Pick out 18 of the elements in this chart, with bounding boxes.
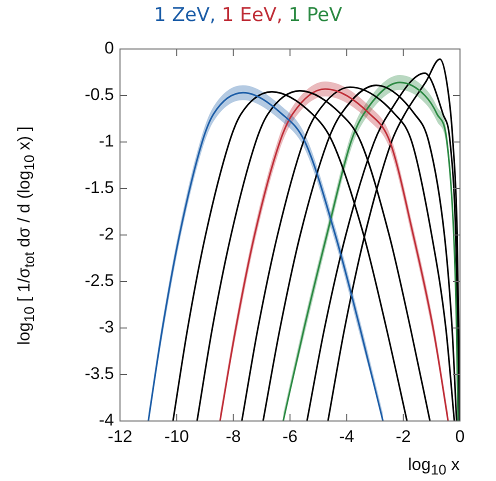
x-tick-label: -6 xyxy=(282,426,298,446)
y-tick-label: -2.5 xyxy=(84,271,114,290)
y-tick-label: -2 xyxy=(98,224,114,244)
x-tick-label: -10 xyxy=(164,426,189,446)
text: 1 EeV, xyxy=(222,4,283,26)
text: 1 ZeV, xyxy=(154,4,216,26)
x-tick-label: -8 xyxy=(226,426,241,446)
x-tick-label: -4 xyxy=(339,426,354,446)
y-tick-label: 0 xyxy=(104,38,114,58)
y-tick-label: -3.5 xyxy=(84,364,114,384)
y-tick-label: -3 xyxy=(98,318,114,337)
x-axis-title: log$_{10}$ x xyxy=(408,455,460,478)
y-tick-label: -1 xyxy=(98,132,114,151)
x-tick-label: -2 xyxy=(396,426,411,446)
text: 1 PeV xyxy=(288,4,342,26)
x-tick-label: 0 xyxy=(455,426,465,446)
y-tick-label: -1.5 xyxy=(84,178,114,198)
y-tick-label: -0.5 xyxy=(84,85,114,104)
